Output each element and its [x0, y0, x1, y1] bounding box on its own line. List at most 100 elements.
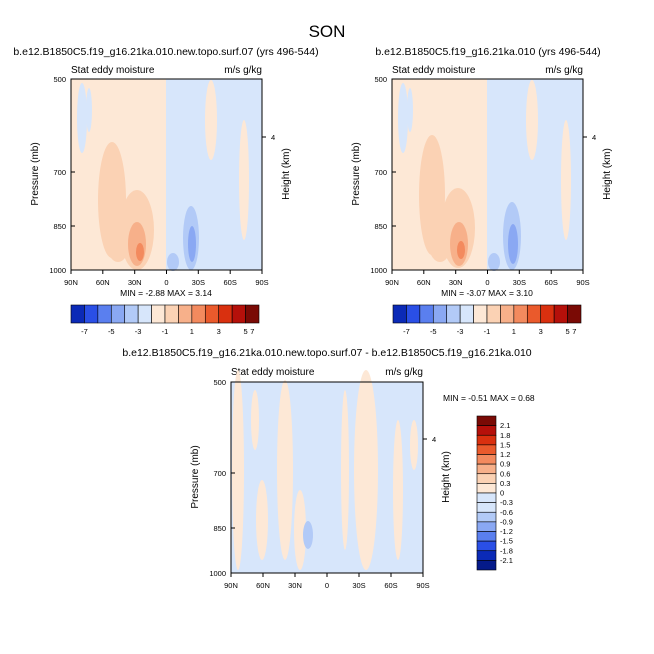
panel-2-ytick-1000: 1000: [370, 266, 387, 275]
colorbar-label: -1.2: [500, 527, 513, 536]
panel-1-xtick-60n: 60N: [96, 278, 110, 287]
colorbar-label: -0.9: [500, 517, 513, 526]
colorbar-swatch: [191, 304, 206, 324]
colorbar-swatch: [486, 304, 501, 324]
colorbar-label: -0.3: [500, 498, 513, 507]
colorbar-label: -3: [135, 327, 142, 336]
panel-2-ylabel: Pressure (mb): [351, 142, 362, 205]
panel-3-ytick-700: 700: [213, 469, 226, 478]
panel-2-xtick-30n: 30N: [449, 278, 463, 287]
panel-2-xtick-0: 0: [485, 278, 489, 287]
panel-3-ylabel: Pressure (mb): [190, 445, 201, 508]
colorbar-label: 1.8: [500, 431, 510, 440]
panel-2-xtick-60s: 60S: [545, 278, 558, 287]
colorbar-label: 5: [243, 327, 247, 336]
panel-2: b.e12.B1850C5.f19_g16.21ka.010 (yrs 496-…: [351, 46, 613, 336]
colorbar-label: 5: [565, 327, 569, 336]
panel-3-left-string: Stat eddy moisture: [231, 367, 315, 378]
colorbar-label: -1: [162, 327, 169, 336]
panel-2-ytick-500: 500: [374, 75, 387, 84]
page-title: SON: [309, 22, 346, 41]
colorbar-swatch: [446, 304, 461, 324]
panel-1-xtick-90s: 90S: [255, 278, 268, 287]
colorbar-swatch: [406, 304, 421, 324]
panel-2-y-ticks: 500 700 850 1000: [370, 75, 396, 275]
panel-3-xtick-30n: 30N: [288, 581, 302, 590]
colorbar-swatch: [476, 560, 497, 571]
panel-2-left-string: Stat eddy moisture: [392, 65, 476, 76]
colorbar-swatch: [476, 502, 497, 513]
colorbar-swatch: [476, 492, 497, 503]
colorbar-label: -1.8: [500, 546, 513, 555]
colorbar-swatch: [476, 463, 497, 475]
colorbar-swatch: [476, 521, 497, 532]
panel-1-title: b.e12.B1850C5.f19_g16.21ka.010.new.topo.…: [13, 46, 318, 58]
panel-2-x-ticks: 90N 60N 30N 0 30S 60S 90S: [385, 270, 590, 287]
colorbar-label: 1.2: [500, 450, 510, 459]
colorbar-swatch: [567, 304, 582, 324]
colorbar-label: 7: [572, 327, 576, 336]
panel-2-xtick-90s: 90S: [576, 278, 589, 287]
panel-1: b.e12.B1850C5.f19_g16.21ka.010.new.topo.…: [13, 46, 318, 336]
panel-1-xtick-60s: 60S: [224, 278, 237, 287]
panel-1-ytick-700: 700: [53, 168, 66, 177]
panel-1-xtick-30s: 30S: [192, 278, 205, 287]
colorbar-label: -1.5: [500, 537, 513, 546]
colorbar-2: -7 -5 -3 -1 1 3 5 7: [392, 304, 582, 336]
panel-3-y2tick-4: 4: [432, 435, 436, 444]
colorbar-swatch: [164, 304, 179, 324]
colorbar-label: -2.1: [500, 556, 513, 565]
colorbar-3: 2.11.81.51.20.90.60.30-0.3-0.6-0.9-1.2-1…: [476, 415, 513, 571]
colorbar-swatch: [526, 304, 542, 324]
colorbar-label: 0: [500, 489, 504, 498]
panel-1-ylabel: Pressure (mb): [30, 142, 41, 205]
colorbar-swatch: [151, 304, 166, 324]
colorbar-swatch: [70, 304, 85, 324]
panel-1-field: [71, 79, 262, 271]
panel-2-xtick-30s: 30S: [513, 278, 526, 287]
colorbar-swatch: [459, 304, 474, 324]
panel-1-y2label: Height (km): [281, 148, 292, 200]
panel-3-x-ticks: 90N 60N 30N 0 30S 60S 90S: [224, 573, 430, 590]
panel-1-left-string: Stat eddy moisture: [71, 65, 155, 76]
colorbar-label: -5: [108, 327, 115, 336]
panel-3-xtick-30s: 30S: [352, 581, 365, 590]
colorbar-label: 1: [512, 327, 516, 336]
panel-1-y-ticks: 500 700 850 1000: [49, 75, 75, 275]
panel-3-right-string: m/s g/kg: [385, 367, 423, 378]
colorbar-swatch: [476, 415, 497, 426]
panel-2-title: b.e12.B1850C5.f19_g16.21ka.010 (yrs 496-…: [375, 46, 600, 58]
colorbar-swatch: [392, 304, 407, 324]
colorbar-label: 0.3: [500, 479, 510, 488]
colorbar-label: -1: [484, 327, 491, 336]
colorbar-swatch: [476, 434, 497, 446]
colorbar-label: -5: [430, 327, 437, 336]
panel-1-xtick-30n: 30N: [128, 278, 142, 287]
panel-2-y2label: Height (km): [602, 148, 613, 200]
panel-3-ytick-850: 850: [213, 524, 226, 533]
colorbar-label: 2.1: [500, 421, 510, 430]
panel-2-ytick-700: 700: [374, 168, 387, 177]
panel-3-title: b.e12.B1850C5.f19_g16.21ka.010.new.topo.…: [122, 347, 531, 359]
colorbar-swatch: [476, 540, 497, 552]
colorbar-1: -7 -5 -3 -1 1 3 5 7: [70, 304, 260, 336]
colorbar-swatch: [513, 304, 528, 324]
colorbar-swatch: [204, 304, 220, 324]
colorbar-label: 7: [250, 327, 254, 336]
colorbar-swatch: [476, 483, 497, 494]
colorbar-swatch: [473, 304, 488, 324]
colorbar-swatch: [476, 473, 497, 484]
panel-1-y2tick-4: 4: [271, 133, 275, 142]
panel-3: b.e12.B1850C5.f19_g16.21ka.010.new.topo.…: [122, 347, 535, 590]
colorbar-label: -3: [457, 327, 464, 336]
panel-3-ytick-1000: 1000: [209, 569, 226, 578]
colorbar-swatch: [84, 304, 99, 324]
colorbar-swatch: [124, 304, 139, 324]
panel-3-field: [231, 370, 423, 573]
panel-1-ytick-500: 500: [53, 75, 66, 84]
colorbar-label: -7: [81, 327, 88, 336]
panel-3-y-ticks: 500 700 850 1000: [209, 378, 235, 578]
panel-2-right-string: m/s g/kg: [545, 65, 583, 76]
colorbar-swatch: [432, 304, 448, 324]
